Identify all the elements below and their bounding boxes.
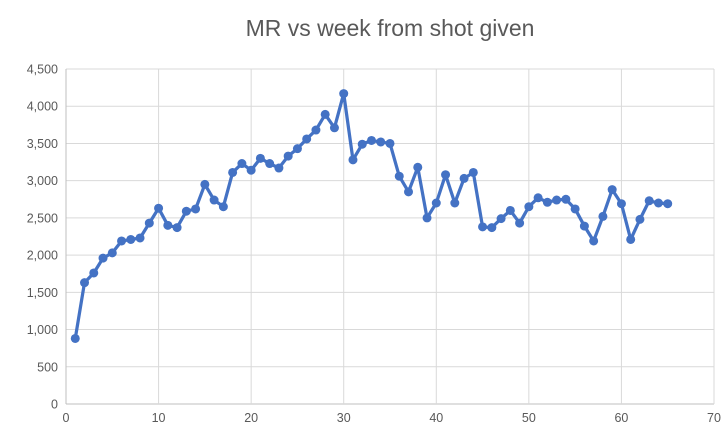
data-point: [385, 138, 395, 148]
data-point: [635, 214, 645, 224]
data-point: [478, 222, 488, 232]
data-point: [533, 193, 543, 203]
data-point: [218, 202, 228, 212]
data-point: [144, 218, 154, 228]
x-tick-label: 30: [337, 411, 351, 425]
y-tick-label: 1,500: [27, 286, 58, 300]
data-point: [598, 211, 608, 221]
data-point: [459, 173, 469, 183]
y-tick-label: 2,000: [27, 249, 58, 263]
data-point: [644, 196, 654, 206]
y-tick-label: 4,000: [27, 100, 58, 114]
series-line: [73, 91, 670, 341]
data-point: [191, 204, 201, 214]
data-point: [348, 155, 358, 165]
y-tick-label: 3,000: [27, 174, 58, 188]
data-point: [302, 134, 312, 144]
data-point: [468, 167, 478, 177]
data-point: [200, 179, 210, 189]
data-point: [107, 248, 117, 258]
x-axis-labels: 0 10 20 30 40 50 60 70: [63, 411, 721, 425]
gridlines: [65, 68, 715, 405]
data-point: [404, 187, 414, 197]
data-point: [80, 278, 90, 288]
data-point: [394, 171, 404, 181]
x-tick-label: 20: [244, 411, 258, 425]
data-point: [422, 213, 432, 223]
data-point: [542, 197, 552, 207]
chart-title: MR vs week from shot given: [246, 15, 535, 41]
data-point: [265, 159, 275, 169]
data-point: [626, 234, 636, 244]
data-point: [589, 236, 599, 246]
y-tick-label: 3,500: [27, 137, 58, 151]
data-point: [329, 123, 339, 133]
data-point: [246, 165, 256, 175]
data-point: [607, 185, 617, 195]
data-point: [357, 139, 367, 149]
data-point: [311, 125, 321, 135]
data-point: [135, 233, 145, 243]
data-point: [163, 220, 173, 230]
data-point: [126, 234, 136, 244]
x-tick-label: 40: [429, 411, 443, 425]
data-point: [117, 236, 127, 246]
data-point: [209, 195, 219, 205]
data-point: [505, 205, 515, 215]
data-point: [663, 199, 673, 209]
data-point: [320, 109, 330, 119]
y-tick-label: 1,000: [27, 323, 58, 337]
x-tick-label: 60: [614, 411, 628, 425]
x-tick-label: 10: [152, 411, 166, 425]
data-point: [616, 199, 626, 209]
x-tick-label: 70: [707, 411, 721, 425]
data-point: [181, 206, 191, 216]
data-point: [154, 203, 164, 213]
data-point: [339, 89, 349, 99]
data-point: [487, 223, 497, 233]
data-point: [552, 195, 562, 205]
data-point: [653, 198, 663, 208]
data-point: [431, 198, 441, 208]
y-tick-label: 4,500: [27, 63, 58, 77]
data-point: [89, 268, 99, 278]
data-point: [292, 144, 302, 154]
data-point: [524, 202, 534, 212]
data-point: [70, 333, 80, 343]
x-tick-label: 0: [63, 411, 70, 425]
data-point: [570, 204, 580, 214]
data-series: [70, 89, 673, 343]
data-point: [496, 214, 506, 224]
y-axis-labels: 0 500 1,000 1,500 2,000 2,500 3,000 3,500 4,000 4…: [27, 63, 58, 412]
data-point: [376, 137, 386, 147]
data-point: [274, 163, 284, 173]
y-tick-label: 2,500: [27, 211, 58, 225]
data-point: [450, 198, 460, 208]
data-point: [441, 170, 451, 180]
data-point: [413, 162, 423, 172]
data-point: [237, 159, 247, 169]
data-point: [172, 223, 182, 233]
data-point: [228, 167, 238, 177]
y-tick-label: 500: [37, 360, 58, 374]
data-point: [366, 135, 376, 145]
data-point: [561, 194, 571, 204]
data-point: [283, 151, 293, 161]
data-point: [98, 253, 108, 263]
data-point: [579, 221, 589, 231]
x-tick-label: 50: [522, 411, 536, 425]
data-point: [515, 218, 525, 228]
y-tick-label: 0: [51, 398, 58, 412]
data-point: [255, 153, 265, 163]
